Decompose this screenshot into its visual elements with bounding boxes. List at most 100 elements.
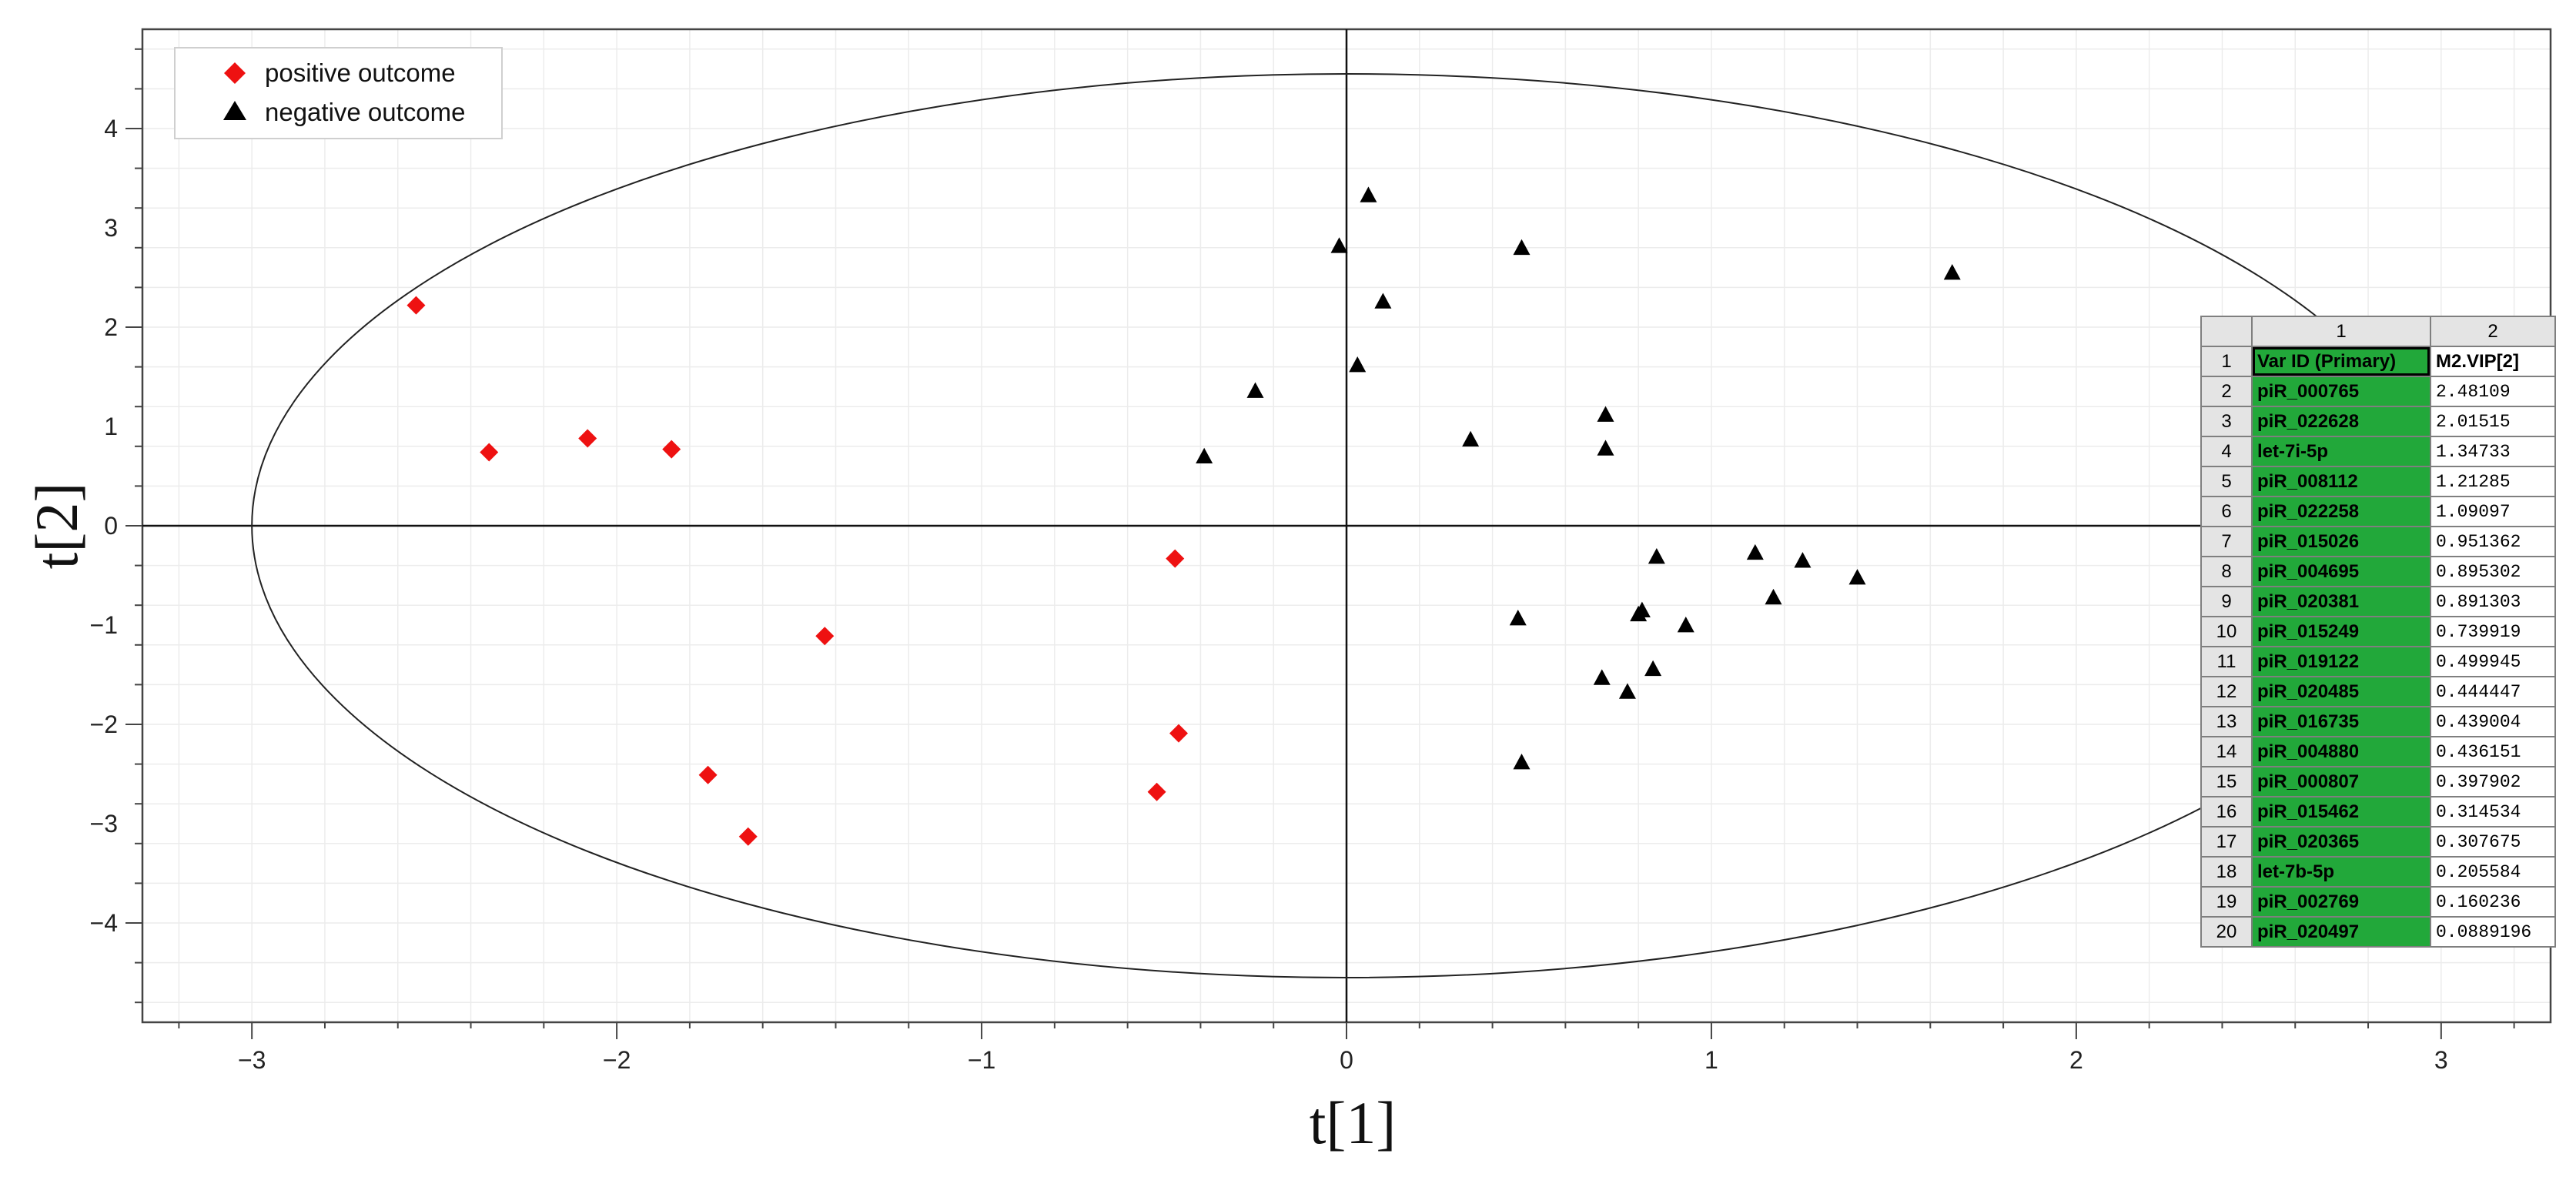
y-tick-label: 2	[104, 313, 118, 341]
y-tick-label: −2	[90, 711, 118, 738]
vip-row-number[interactable]: 8	[2200, 556, 2253, 587]
negative-outcome-point	[1794, 552, 1812, 568]
negative-outcome-point	[1513, 239, 1531, 256]
negative-outcome-point	[1349, 356, 1367, 373]
legend-triangle-marker	[223, 101, 246, 120]
table-row: 13 piR_016735 0.439004	[2200, 706, 2556, 737]
vip-value-cell[interactable]: 2.48109	[2430, 376, 2556, 407]
vip-var-id-cell[interactable]: piR_015026	[2251, 526, 2431, 557]
vip-var-id-cell[interactable]: piR_004695	[2251, 556, 2431, 587]
x-tick-label: 2	[2069, 1046, 2083, 1074]
vip-value-cell[interactable]: 0.891303	[2430, 586, 2556, 617]
negative-outcome-point	[1630, 605, 1648, 622]
vip-var-id-cell[interactable]: piR_004880	[2251, 736, 2431, 767]
vip-value-cell[interactable]: 0.439004	[2430, 706, 2556, 737]
legend-label-positive: positive outcome	[265, 59, 456, 87]
vip-value-cell[interactable]: 0.499945	[2430, 646, 2556, 677]
vip-var-id-cell[interactable]: piR_020381	[2251, 586, 2431, 617]
vip-row-number[interactable]: 11	[2200, 646, 2253, 677]
vip-value-cell[interactable]: 0.951362	[2430, 526, 2556, 557]
y-tick-label: 0	[104, 512, 118, 540]
vip-var-id-cell[interactable]: piR_019122	[2251, 646, 2431, 677]
vip-var-id-cell[interactable]: piR_020497	[2251, 916, 2431, 948]
vip-var-id-cell[interactable]: piR_008112	[2251, 466, 2431, 497]
vip-row-number[interactable]: 10	[2200, 616, 2253, 647]
vip-row-number[interactable]: 17	[2200, 826, 2253, 858]
vip-var-id-cell[interactable]: piR_020365	[2251, 826, 2431, 858]
vip-var-id-cell[interactable]: piR_022628	[2251, 406, 2431, 437]
vip-row-number[interactable]: 13	[2200, 706, 2253, 737]
vip-row-number[interactable]: 5	[2200, 466, 2253, 497]
vip-value-cell[interactable]: 0.739919	[2430, 616, 2556, 647]
vip-value-cell[interactable]: 0.397902	[2430, 766, 2556, 797]
vip-row-number[interactable]: 4	[2200, 436, 2253, 467]
vip-value-cell[interactable]: 0.314534	[2430, 796, 2556, 828]
x-tick-label: 0	[1340, 1046, 1353, 1074]
vip-row-number[interactable]: 12	[2200, 676, 2253, 707]
negative-outcome-point	[1593, 669, 1611, 685]
table-row: 2 piR_000765 2.48109	[2200, 376, 2556, 407]
vip-value-cell[interactable]: 0.307675	[2430, 826, 2556, 858]
vip-value-cell[interactable]: 0.160236	[2430, 886, 2556, 918]
vip-var-id-cell[interactable]: let-7i-5p	[2251, 436, 2431, 467]
vip-value-cell[interactable]: 0.895302	[2430, 556, 2556, 587]
vip-column-header[interactable]: 2	[2430, 316, 2556, 347]
negative-outcome-point	[1597, 406, 1614, 422]
vip-value-cell[interactable]: 0.444447	[2430, 676, 2556, 707]
vip-var-id-cell[interactable]: piR_016735	[2251, 706, 2431, 737]
vip-row-number[interactable]: 20	[2200, 916, 2253, 948]
vip-var-id-cell[interactable]: piR_000807	[2251, 766, 2431, 797]
vip-value-header-cell[interactable]: M2.VIP[2]	[2430, 346, 2556, 377]
x-tick-label: −3	[238, 1046, 266, 1074]
y-tick-label: −4	[90, 909, 118, 937]
vip-var-id-cell[interactable]: let-7b-5p	[2251, 856, 2431, 888]
vip-row-number[interactable]: 9	[2200, 586, 2253, 617]
table-row: 18 let-7b-5p 0.205584	[2200, 856, 2556, 888]
vip-row-number[interactable]: 19	[2200, 886, 2253, 918]
table-row: 5 piR_008112 1.21285	[2200, 466, 2556, 497]
y-tick-labels: −4 −3 −2 −1 0 1 2 3 4	[90, 115, 118, 937]
vip-row-number[interactable]: 15	[2200, 766, 2253, 797]
vip-row-number[interactable]: 14	[2200, 736, 2253, 767]
vip-value-cell[interactable]: 0.436151	[2430, 736, 2556, 767]
vip-value-cell[interactable]: 1.21285	[2430, 466, 2556, 497]
vip-var-id-cell[interactable]: piR_000765	[2251, 376, 2431, 407]
vip-row-number[interactable]: 16	[2200, 796, 2253, 828]
negative-outcome-point	[1765, 588, 1782, 605]
vip-value-cell[interactable]: 0.0889196	[2430, 916, 2556, 948]
vip-var-id-header-cell[interactable]: Var ID (Primary)	[2251, 346, 2431, 377]
positive-outcome-point	[662, 440, 681, 459]
vip-row-number[interactable]: 3	[2200, 406, 2253, 437]
negative-outcome-point	[1848, 569, 1866, 585]
table-row: 19 piR_002769 0.160236	[2200, 886, 2556, 918]
vip-value-cell[interactable]: 1.09097	[2430, 496, 2556, 527]
vip-value-cell[interactable]: 0.205584	[2430, 856, 2556, 888]
vip-var-id-cell[interactable]: piR_015462	[2251, 796, 2431, 828]
vip-row-number[interactable]: 18	[2200, 856, 2253, 888]
vip-var-id-cell[interactable]: piR_002769	[2251, 886, 2431, 918]
table-row: 17 piR_020365 0.307675	[2200, 826, 2556, 858]
x-axis-title: t[1]	[1310, 1089, 1397, 1156]
vip-var-id-cell[interactable]: piR_015249	[2251, 616, 2431, 647]
vip-value-cell[interactable]: 2.01515	[2430, 406, 2556, 437]
vip-column-header[interactable]: 1	[2251, 316, 2431, 347]
table-row: 20 piR_020497 0.0889196	[2200, 916, 2556, 948]
table-row: 14 piR_004880 0.436151	[2200, 736, 2556, 767]
vip-row-number[interactable]: 6	[2200, 496, 2253, 527]
vip-row-number[interactable]: 7	[2200, 526, 2253, 557]
vip-row-number[interactable]: 1	[2200, 346, 2253, 377]
legend: positive outcome negative outcome	[174, 47, 503, 139]
y-tick-label: −3	[90, 810, 118, 838]
vip-row-number[interactable]: 2	[2200, 376, 2253, 407]
vip-value-cell[interactable]: 1.34733	[2430, 436, 2556, 467]
legend-diamond-marker	[224, 62, 246, 84]
positive-outcome-point	[1169, 724, 1188, 743]
x-tick-label: −1	[968, 1046, 995, 1074]
negative-outcome-point	[1196, 447, 1213, 464]
negative-outcome-point	[1374, 293, 1392, 309]
negative-outcome-point	[1509, 609, 1527, 626]
vip-var-id-cell[interactable]: piR_022258	[2251, 496, 2431, 527]
positive-outcome-point	[1166, 549, 1185, 568]
vip-var-id-cell[interactable]: piR_020485	[2251, 676, 2431, 707]
